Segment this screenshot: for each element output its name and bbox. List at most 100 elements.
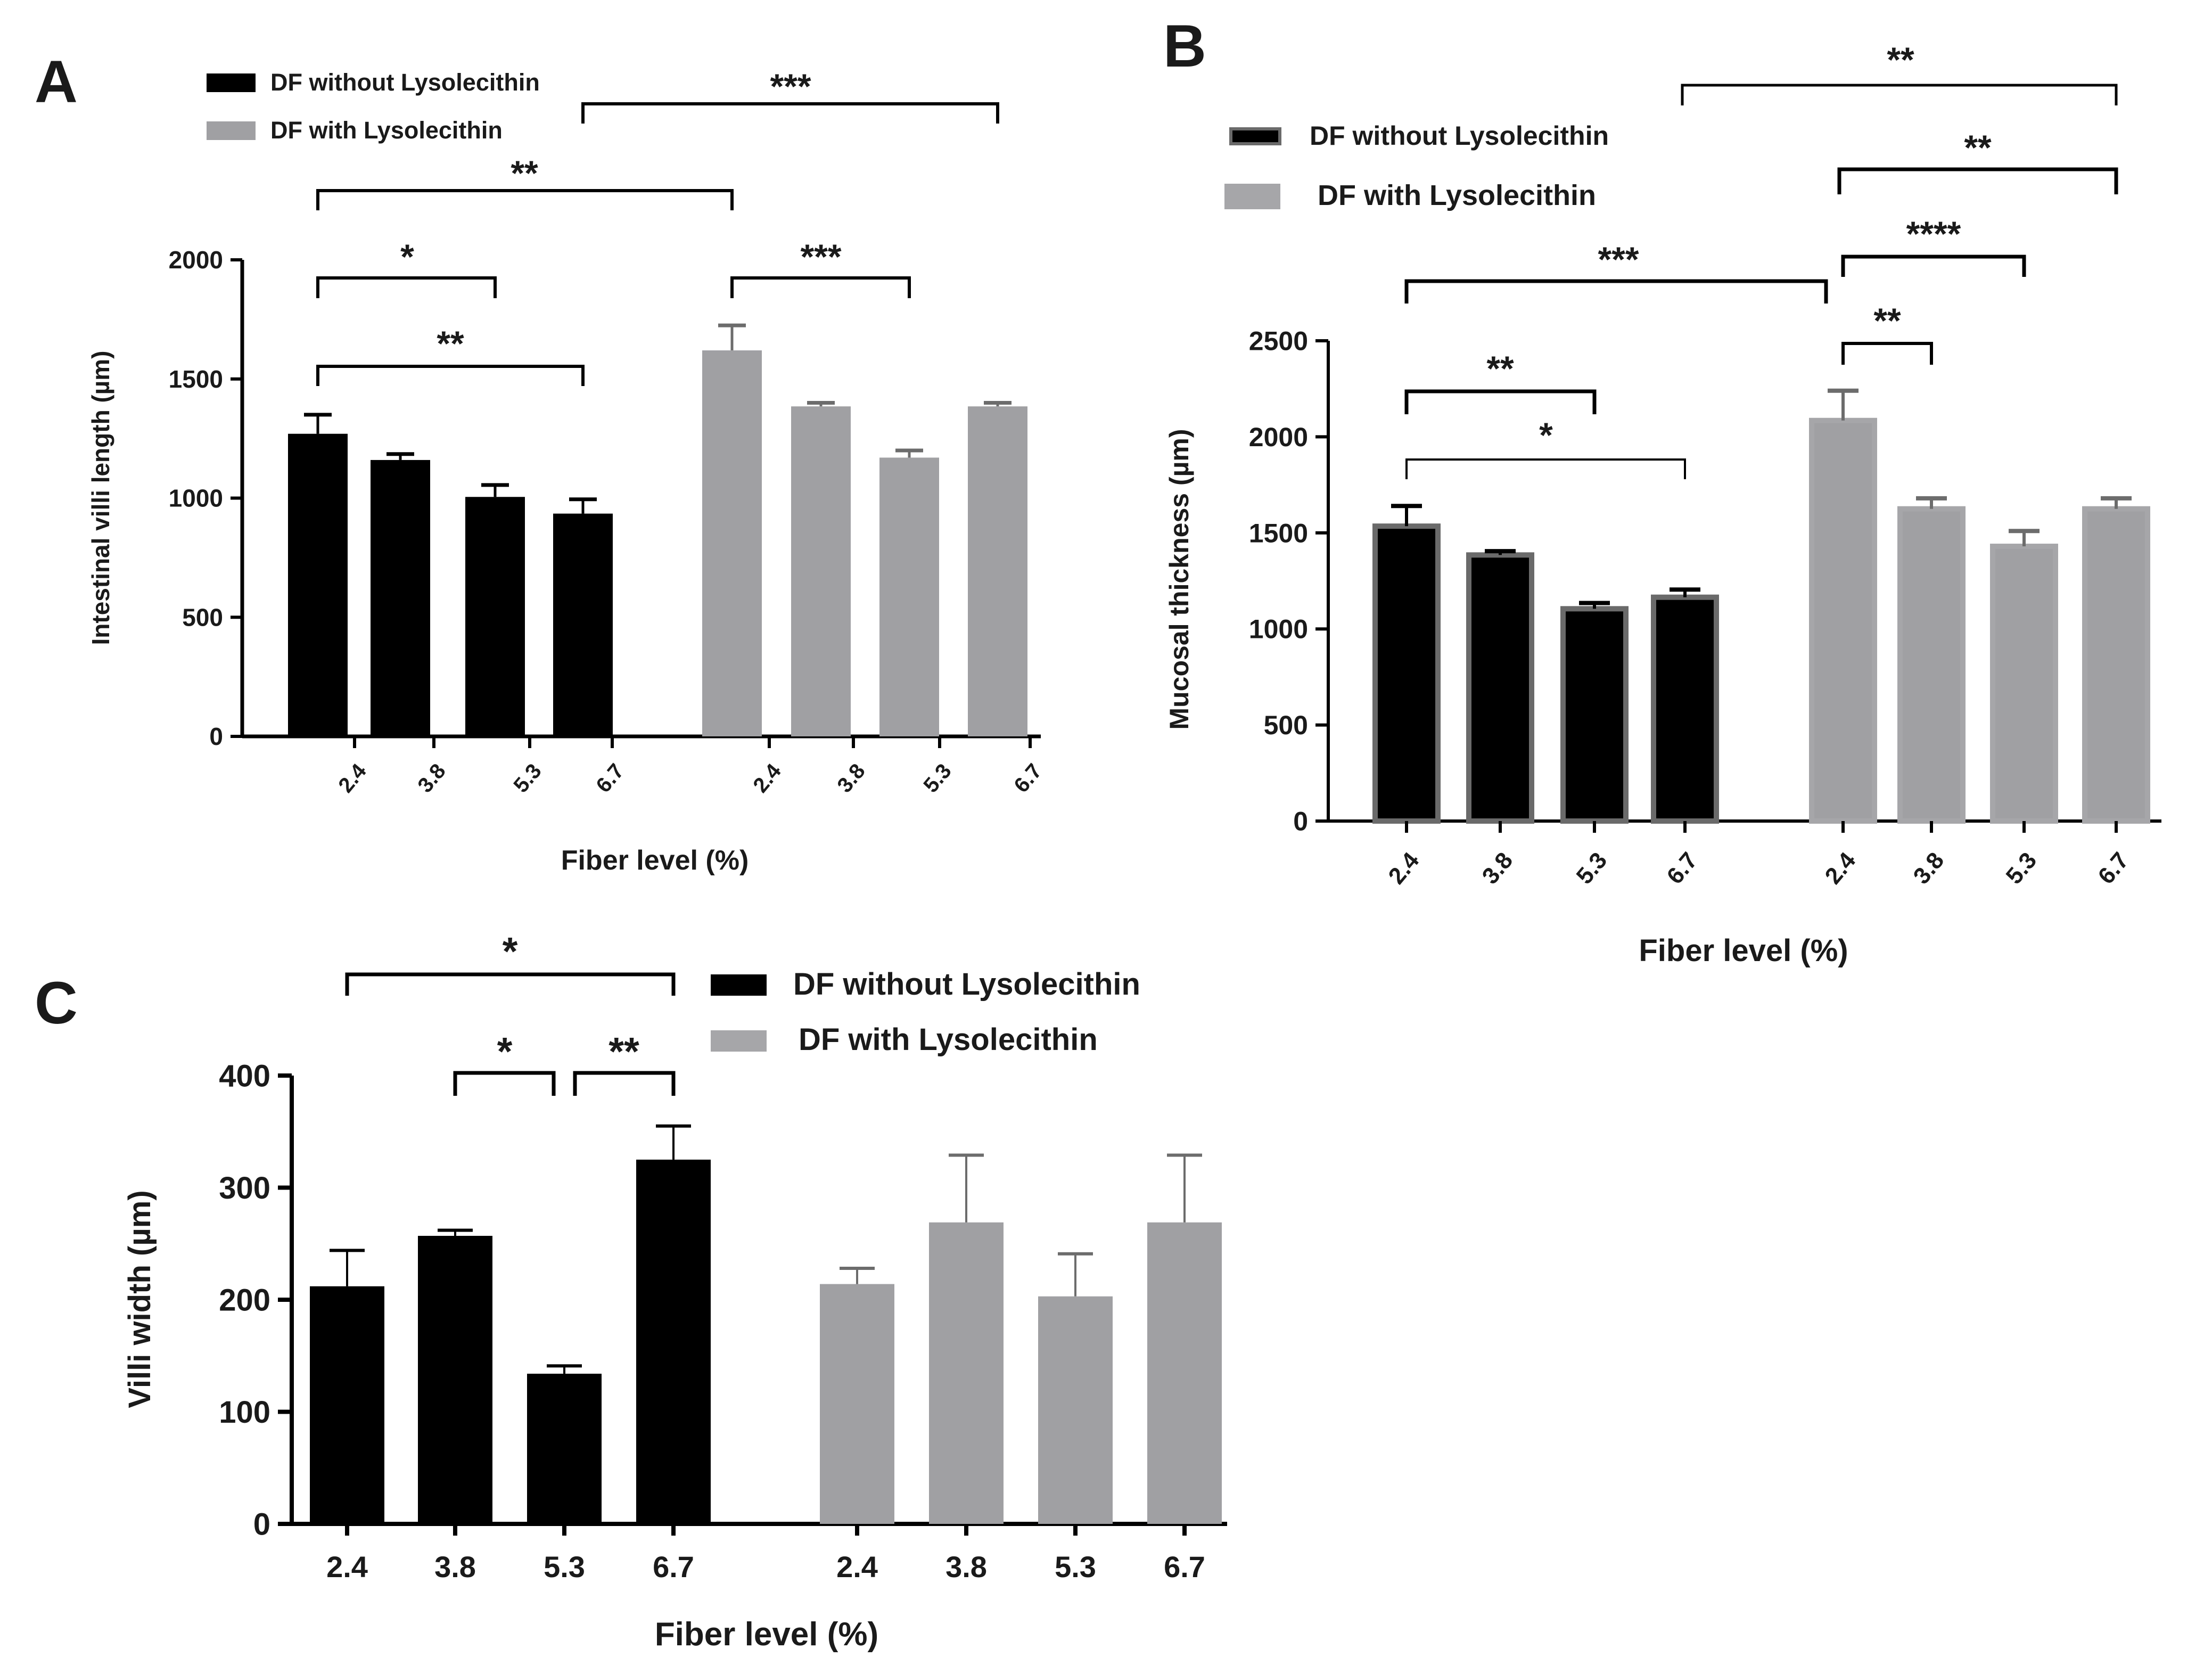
sig-bracket	[453, 1071, 556, 1096]
x-tick-label: 5.3	[1055, 1550, 1096, 1584]
legend-b-swatch-with	[1224, 184, 1280, 209]
panel-a-letter: A	[35, 48, 78, 115]
sig-label: ****	[1906, 214, 1961, 253]
legend-a-label-without: DF without Lysolecithin	[270, 69, 540, 96]
plot-b: 0 500 1000 1500 2000 2500 2.4 3.8 5.3 6.7 2.4 3.8 5.…	[1249, 326, 2150, 889]
legend-b-label-with: DF with Lysolecithin	[1318, 179, 1596, 211]
bar	[1897, 506, 1966, 824]
bar	[1809, 417, 1877, 824]
sig-bracket	[316, 276, 497, 298]
sig-label: *	[497, 1029, 513, 1073]
significance-b: ** ** **** *** ** ** *	[1404, 40, 2118, 479]
bar	[820, 1284, 894, 1524]
y-tick-label: 100	[219, 1395, 270, 1430]
sig-label: **	[608, 1029, 639, 1073]
y-axis-title-c: Villi width (µm)	[122, 1190, 157, 1408]
bar	[527, 1373, 602, 1524]
x-tick-label: 6.7	[591, 759, 628, 797]
y-tick-label: 0	[1293, 807, 1308, 836]
bar	[465, 497, 525, 736]
panel-a: A DF without Lysolecithin DF with Lysole…	[35, 48, 1047, 876]
sig-bracket	[1841, 342, 1933, 365]
sig-label: **	[1873, 301, 1901, 340]
y-axis-title-a: Intestinal villi length (µm)	[87, 351, 114, 645]
legend-a-swatch-without	[207, 73, 256, 92]
sig-bracket	[730, 276, 911, 298]
x-tick-label: 6.7	[1662, 848, 1703, 889]
x-tick-label: 3.8	[413, 759, 450, 797]
bar	[636, 1159, 711, 1524]
bar	[1560, 606, 1629, 824]
x-tick-label: 5.3	[509, 759, 546, 797]
y-tick-label: 500	[1264, 710, 1308, 740]
y-axis-title-b: Mucosal thickness (µm)	[1164, 429, 1194, 729]
panel-c-letter: C	[35, 970, 78, 1036]
x-tick-label: 2.4	[326, 1550, 368, 1584]
plot-a: 0 500 1000 1500 2000 2.4 3.8 5.3 6.7 2.4 3.8 5.3 6.7	[169, 246, 1047, 797]
bar	[1147, 1222, 1222, 1524]
legend-a-label-with: DF with Lysolecithin	[270, 117, 503, 144]
sig-label: ***	[1598, 240, 1639, 279]
x-tick-label: 3.8	[1477, 848, 1518, 889]
x-tick-label: 6.7	[1164, 1550, 1205, 1584]
bar	[553, 513, 613, 736]
y-tick-label: 1000	[169, 485, 223, 512]
sig-label: *	[400, 237, 414, 276]
sig-bracket	[581, 102, 999, 124]
y-tick-label: 2000	[1249, 422, 1308, 452]
x-tick-label: 6.7	[2093, 848, 2134, 889]
y-tick-label: 2500	[1249, 326, 1308, 356]
x-axis-title-a: Fiber level (%)	[561, 845, 749, 876]
y-tick-label: 1500	[169, 365, 223, 393]
x-axis-title-b: Fiber level (%)	[1639, 933, 1848, 968]
bar	[1466, 552, 1534, 824]
x-tick-label: 2.4	[749, 759, 786, 797]
x-tick-label: 2.4	[836, 1550, 878, 1584]
y-tick-label: 400	[219, 1059, 270, 1093]
bar	[879, 457, 939, 736]
sig-bracket	[1404, 279, 1828, 304]
significance-a: *** ** * *** **	[316, 67, 999, 386]
legend-c-label-with: DF with Lysolecithin	[799, 1022, 1098, 1057]
x-tick-label: 3.8	[945, 1550, 987, 1584]
bar	[418, 1236, 492, 1524]
legend-b-swatch-without	[1229, 127, 1281, 145]
bar	[702, 350, 762, 736]
bar	[310, 1286, 384, 1524]
legend-c-swatch-without	[711, 974, 767, 996]
x-tick-label: 6.7	[653, 1550, 694, 1584]
sig-label: **	[1887, 40, 1914, 79]
bar	[371, 460, 430, 736]
y-tick-label: 2000	[169, 246, 223, 274]
bar	[1651, 594, 1719, 824]
y-tick-label: 200	[219, 1283, 270, 1317]
x-tick-label: 3.8	[434, 1550, 476, 1584]
sig-label: ***	[800, 237, 841, 276]
bar	[968, 406, 1027, 736]
y-tick-label: 0	[209, 723, 223, 750]
legend-b-label-without: DF without Lysolecithin	[1310, 121, 1609, 151]
x-tick-label: 5.3	[544, 1550, 585, 1584]
sig-bracket	[316, 365, 585, 386]
bar	[1372, 523, 1441, 824]
y-tick-label: 1500	[1249, 518, 1308, 548]
legend-c-swatch-with	[711, 1030, 767, 1052]
sig-bracket	[1405, 458, 1686, 479]
sig-bracket	[1681, 84, 2118, 105]
x-tick-label: 5.3	[2001, 848, 2042, 889]
plot-c: 0 100 200 300 400 2.4 3.8 5.3 6.7 2.4 3.8 5.3 6.7	[219, 1059, 1222, 1584]
bar	[2082, 506, 2150, 824]
y-tick-label: 1000	[1249, 614, 1308, 644]
sig-label: *	[503, 929, 518, 973]
x-tick-label: 6.7	[1009, 759, 1046, 797]
sig-bracket	[1841, 255, 2026, 277]
x-tick-label: 5.3	[1571, 848, 1612, 889]
panel-c: C DF without Lysolecithin DF with Lysole…	[35, 929, 1227, 1653]
sig-label: **	[511, 153, 538, 193]
x-tick-label: 2.4	[1383, 847, 1424, 889]
significance-c: * * **	[345, 929, 676, 1096]
sig-label: *	[1539, 415, 1553, 455]
y-tick-label: 500	[182, 603, 223, 631]
sig-bracket	[1837, 167, 2118, 194]
